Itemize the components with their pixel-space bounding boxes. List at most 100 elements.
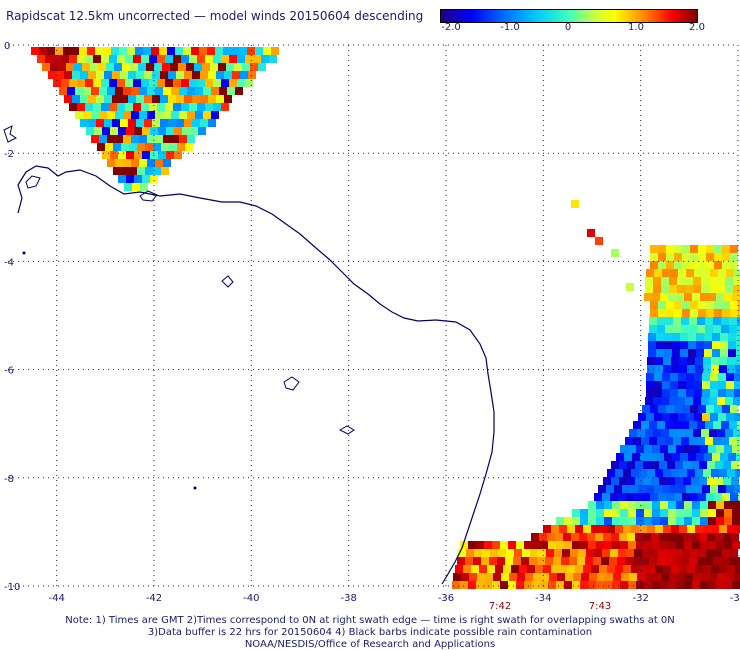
wind-cell bbox=[579, 533, 587, 541]
wind-cell bbox=[561, 557, 569, 565]
wind-cell bbox=[145, 143, 153, 151]
wind-cell bbox=[39, 47, 47, 55]
wind-cell bbox=[139, 159, 147, 167]
wind-cell bbox=[109, 103, 117, 111]
wind-cell bbox=[711, 565, 719, 573]
wind-cell bbox=[123, 111, 131, 119]
wind-cell bbox=[717, 429, 725, 437]
wind-cell bbox=[168, 119, 176, 127]
wind-cell bbox=[628, 445, 636, 453]
wind-cell bbox=[213, 79, 221, 87]
coast-islet bbox=[139, 190, 158, 202]
wind-cell bbox=[678, 389, 686, 397]
lat-tick-label: -10 bbox=[4, 582, 20, 593]
wind-cell bbox=[635, 461, 643, 469]
wind-cell bbox=[666, 549, 674, 557]
wind-cell bbox=[651, 533, 659, 541]
wind-cell bbox=[121, 143, 129, 151]
wind-cell bbox=[614, 485, 622, 493]
wind-cell bbox=[96, 119, 104, 127]
wind-cell bbox=[186, 63, 194, 71]
wind-cell bbox=[695, 365, 703, 373]
wind-cell bbox=[468, 541, 476, 549]
wind-cell bbox=[654, 389, 662, 397]
wind-cell bbox=[705, 317, 713, 325]
wind-cell bbox=[638, 413, 646, 421]
wind-cell bbox=[698, 493, 706, 501]
wind-cell bbox=[63, 47, 71, 55]
coast-islet bbox=[22, 251, 26, 255]
wind-cell bbox=[703, 565, 711, 573]
wind-cell bbox=[114, 63, 122, 71]
wind-cell bbox=[99, 111, 107, 119]
wind-cell bbox=[636, 517, 644, 525]
wind-cell bbox=[562, 549, 570, 557]
wind-cell bbox=[141, 55, 149, 63]
wind-cell bbox=[686, 485, 694, 493]
wind-cell bbox=[500, 581, 508, 589]
wind-cell bbox=[487, 565, 495, 573]
wind-cell bbox=[646, 373, 654, 381]
wind-diff-cells bbox=[31, 47, 740, 589]
wind-cell bbox=[713, 317, 721, 325]
wind-cell bbox=[126, 151, 134, 159]
wind-cell bbox=[595, 533, 603, 541]
wind-cell bbox=[736, 333, 740, 341]
wind-cell bbox=[643, 533, 651, 541]
wind-cell bbox=[682, 309, 690, 317]
wind-cell bbox=[699, 477, 707, 485]
wind-cell bbox=[585, 557, 593, 565]
wind-cell bbox=[676, 501, 684, 509]
wind-cell bbox=[583, 565, 591, 573]
wind-cell bbox=[717, 277, 725, 285]
wind-cell bbox=[673, 325, 681, 333]
wind-cell bbox=[718, 373, 726, 381]
wind-cell bbox=[144, 71, 152, 79]
wind-cell bbox=[670, 485, 678, 493]
wind-cell bbox=[679, 365, 687, 373]
wind-cell bbox=[61, 79, 69, 87]
wind-cell bbox=[173, 103, 181, 111]
wind-cell bbox=[644, 541, 652, 549]
wind-cell bbox=[58, 63, 66, 71]
wind-cell bbox=[642, 405, 650, 413]
wind-cell bbox=[659, 533, 667, 541]
wind-cell bbox=[672, 349, 680, 357]
wind-cell bbox=[649, 325, 657, 333]
wind-cell bbox=[143, 47, 151, 55]
wind-cell bbox=[596, 581, 604, 589]
wind-cell bbox=[706, 493, 714, 501]
wind-cell bbox=[650, 493, 658, 501]
wind-cell bbox=[706, 253, 714, 261]
wind-cell bbox=[205, 79, 213, 87]
wind-cell bbox=[687, 525, 695, 533]
wind-cell bbox=[625, 437, 633, 445]
wind-cell bbox=[695, 525, 703, 533]
wind-cell bbox=[531, 533, 539, 541]
wind-cell bbox=[540, 581, 548, 589]
wind-cell bbox=[620, 501, 628, 509]
wind-cell bbox=[709, 277, 717, 285]
wind-cell bbox=[711, 469, 719, 477]
wind-cell bbox=[137, 143, 145, 151]
wind-cell bbox=[533, 573, 541, 581]
wind-cell bbox=[595, 237, 603, 245]
wind-cell bbox=[692, 293, 700, 301]
wind-cell bbox=[684, 517, 692, 525]
wind-cell bbox=[101, 79, 109, 87]
wind-cell bbox=[90, 63, 98, 71]
wind-cell bbox=[42, 63, 50, 71]
wind-cell bbox=[171, 111, 179, 119]
wind-cell bbox=[77, 79, 85, 87]
wind-cell bbox=[665, 317, 673, 325]
wind-cell bbox=[662, 269, 670, 277]
wind-cell bbox=[152, 119, 160, 127]
wind-cell bbox=[674, 493, 682, 501]
wind-cell bbox=[660, 501, 668, 509]
wind-cell bbox=[709, 285, 717, 293]
wind-cell bbox=[666, 493, 674, 501]
wind-cell bbox=[670, 413, 678, 421]
wind-cell bbox=[681, 437, 689, 445]
wind-cell bbox=[500, 541, 508, 549]
wind-cell bbox=[690, 493, 698, 501]
